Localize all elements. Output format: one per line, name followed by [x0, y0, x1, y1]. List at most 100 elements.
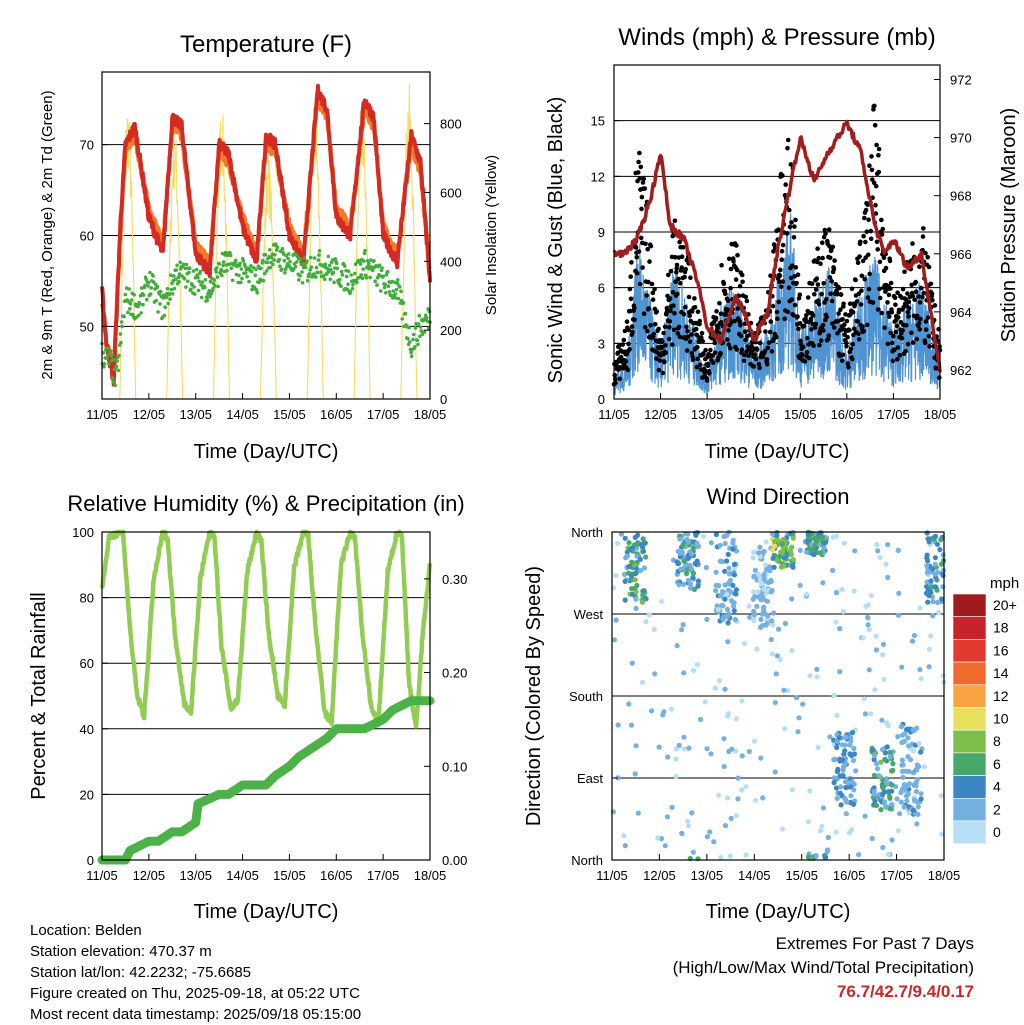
gust-point — [832, 258, 837, 263]
dewpoint-point — [208, 279, 213, 284]
direction-point — [906, 743, 912, 749]
dewpoint-point — [107, 362, 111, 366]
dewpoint-point — [407, 325, 412, 330]
dewpoint-point — [113, 383, 117, 388]
dewpoint-point — [340, 273, 345, 277]
gust-point — [690, 357, 696, 363]
gust-point — [850, 341, 855, 347]
gust-point — [789, 297, 795, 302]
gust-point — [844, 318, 850, 324]
gust-point — [830, 244, 836, 250]
dewpoint-point — [211, 286, 215, 291]
dewpoint-point — [314, 275, 318, 279]
gust-point — [914, 313, 920, 319]
temperature-x-tick-label: 18/05 — [414, 407, 447, 422]
gust-point — [914, 336, 920, 342]
gust-point — [629, 260, 634, 265]
gust-point — [829, 279, 834, 284]
dewpoint-point — [386, 284, 391, 289]
dewpoint-point — [189, 287, 193, 292]
dewpoint-point — [119, 320, 124, 324]
gust-point — [721, 281, 727, 287]
dewpoint-point — [375, 275, 380, 280]
gust-point — [821, 328, 826, 333]
gust-point — [845, 334, 850, 340]
gust-point — [675, 291, 680, 297]
gust-point — [830, 321, 835, 326]
dewpoint-point — [247, 279, 251, 284]
gust-point — [923, 250, 928, 256]
gust-point — [639, 206, 644, 212]
direction-point — [621, 833, 627, 839]
gust-point — [866, 286, 872, 292]
dewpoint-point — [259, 266, 263, 271]
direction-point — [934, 541, 941, 547]
gust-point — [859, 288, 864, 294]
direction-point — [754, 646, 760, 652]
direction-point — [722, 596, 728, 602]
dewpoint-point — [143, 283, 147, 288]
direction-point — [725, 795, 731, 801]
gust-point — [728, 346, 733, 351]
direction-point — [669, 804, 675, 810]
direction-point — [843, 811, 849, 817]
gust-point — [784, 231, 790, 236]
dewpoint-point — [169, 287, 174, 292]
gust-point — [656, 367, 662, 373]
gust-point — [699, 330, 705, 336]
gust-point — [923, 319, 929, 324]
direction-point — [770, 622, 776, 628]
gust-point — [620, 342, 625, 347]
direction-point — [932, 533, 939, 540]
gust-point — [869, 154, 874, 159]
gust-point — [718, 350, 723, 356]
gust-point — [632, 305, 637, 311]
humidity-x-tick-label: 14/05 — [226, 868, 259, 883]
dewpoint-point — [399, 289, 403, 294]
direction-point — [927, 536, 933, 542]
direction-point — [739, 787, 745, 793]
gust-point — [871, 180, 877, 186]
direction-point — [899, 757, 906, 763]
gust-point — [879, 232, 885, 237]
dewpoint-point — [105, 346, 110, 351]
gust-point — [927, 344, 932, 349]
direction-point — [626, 540, 632, 546]
dewpoint-point — [349, 273, 354, 277]
gust-point — [689, 332, 694, 337]
direction-point — [917, 605, 923, 611]
direction-point — [838, 784, 844, 790]
dewpoint-point — [357, 275, 362, 280]
gust-point — [734, 243, 739, 248]
dewpoint-point — [174, 268, 179, 272]
dewpoint-point — [123, 292, 128, 297]
direction-point — [719, 602, 725, 608]
direction-point — [785, 687, 791, 694]
gust-point — [653, 322, 658, 327]
direction-point — [689, 810, 695, 816]
gust-point — [843, 312, 848, 317]
dewpoint-point — [192, 292, 197, 296]
gust-point — [905, 310, 911, 315]
direction-point — [884, 720, 890, 726]
direction-point — [685, 539, 692, 545]
gust-point — [752, 352, 758, 357]
direction-point — [866, 667, 872, 673]
legend-label: 12 — [993, 688, 1009, 704]
direction-point — [889, 782, 895, 788]
dewpoint-point — [305, 278, 310, 283]
dewpoint-point — [292, 267, 296, 271]
direction-point — [759, 581, 765, 587]
dewpoint-point — [377, 263, 382, 268]
direction-point — [770, 555, 777, 561]
direction-point — [676, 582, 682, 588]
direction-point — [928, 633, 934, 639]
direction-point — [681, 581, 687, 587]
direction-point — [614, 540, 621, 547]
gust-point — [740, 279, 745, 285]
gust-point — [648, 323, 653, 328]
dewpoint-point — [400, 317, 405, 321]
humidity-frame — [101, 531, 431, 861]
direction-point — [629, 660, 635, 666]
temperature-x-tick-label: 12/05 — [133, 407, 166, 422]
